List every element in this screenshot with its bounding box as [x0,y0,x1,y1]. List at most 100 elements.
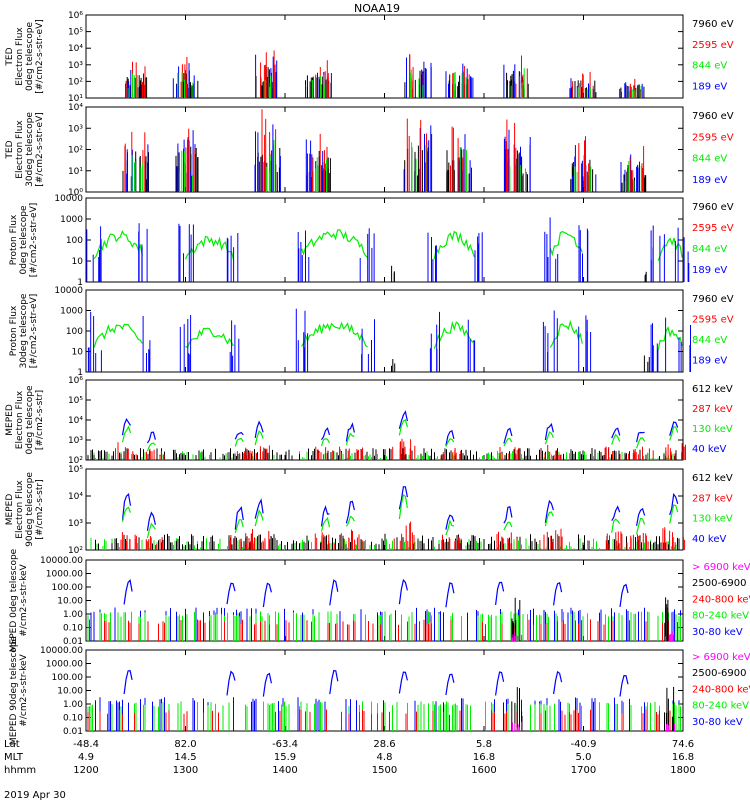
y-axis-label-line: Electron Flux [15,27,25,86]
data-series-line [234,437,244,447]
legend-entry: 130 keV [692,424,733,435]
y-axis-label-line: MEPED 0deg telescope [9,548,19,652]
y-axis-label-line: 0deg telescope [19,205,29,275]
y-axis-label: TEDElectron Flux30deg telescope[#/cm2-s-… [5,112,45,187]
x-tick-label-lat: 82.0 [174,739,196,750]
y-tick-label: 1000 [60,307,83,317]
data-series-line [254,498,264,519]
x-tick-label-hhmm: 1500 [372,765,397,776]
y-axis-label-line: 90deg telescope [25,472,35,547]
panel-4: 1 10 100 1000 10000 Proton Flux30deg telescop… [9,286,734,378]
y-tick-label: 10⁴ [68,416,83,426]
legend-entry: 844 eV [692,335,727,346]
data-series-line [93,230,143,260]
y-axis-label-line: 0deg telescope [25,385,35,455]
y-tick-label: 10⁶ [68,376,83,386]
y-tick-label: 10¹ [68,167,83,177]
y-tick-label: 100.00 [52,583,84,593]
y-axis-label-line: Proton Flux [9,214,19,265]
data-series-line [669,504,679,524]
y-tick-label: 10² [68,77,83,87]
legend-entry: > 6900 keV [692,652,750,663]
data-series-line [146,511,156,531]
data-series-line [445,673,455,696]
x-tick-label-mlt: 5.0 [576,752,592,763]
y-axis-label-line: Electron Flux [15,120,25,179]
legend-entry: 80-240 keV [692,701,749,712]
data-series-line [146,431,156,444]
legend-entry: 240-800 keV [692,684,750,695]
legend-entry: 287 keV [692,493,733,504]
data-series-line [657,326,683,351]
legend-entry: 189 eV [692,265,727,276]
data-series-line [445,438,455,447]
panel-frame [85,379,684,461]
x-tick-label-hhmm: 1400 [272,765,297,776]
data-series-line [433,230,475,260]
data-series-line [121,418,132,436]
y-tick-label: 100 [66,327,83,337]
x-tick-label-hhmm: 1200 [73,765,98,776]
date-label: 2019 Apr 30 [4,790,66,800]
y-tick-label: 10000 [54,286,83,296]
data-series-line [398,494,408,520]
data-series-line [146,442,156,452]
data-series-line [636,431,645,443]
y-tick-label: 10⁵ [68,465,83,475]
x-tick-label-mlt: 15.9 [274,752,296,763]
y-axis-label-line: 30deg telescope [19,293,29,368]
y-axis-label: MEPEDElectron Flux0deg telescope[#/cm2-s… [5,385,45,455]
legend-entry: 189 eV [692,356,727,367]
data-series-line [503,438,513,447]
y-tick-label: 10² [68,456,83,466]
data-series-line [398,671,408,694]
legend-entry: 7960 eV [692,19,734,30]
data-series-line [121,425,132,443]
y-tick-label: 10 [72,348,84,358]
y-tick-label: 10² [68,546,83,556]
legend-entry: 40 keV [692,534,726,545]
series-traces [87,669,681,731]
panel-frame [85,14,684,99]
y-tick-label: 10⁵ [68,396,83,406]
legend-entry: 7960 eV [692,111,734,122]
y-tick-label: 10.00 [57,597,83,607]
y-tick-label: 10³ [68,519,83,529]
data-series-line [553,581,563,606]
y-axis-label-line: Proton Flux [9,305,19,356]
data-series-line [320,505,330,527]
data-series-line [544,422,554,441]
legend-entry: 2500-6900 [692,668,747,679]
data-series-line [445,582,455,608]
y-tick-label: 10.00 [57,687,83,697]
legend-entry: 30-80 keV [692,627,743,638]
legend-entry: 2500-6900 [692,578,747,589]
y-axis-label: Proton Flux30deg telescope[#/cm2-s-str-e… [9,293,39,368]
legend-entry: 844 eV [692,61,727,72]
y-tick-label: 10000.00 [40,556,83,566]
y-tick-label: 10⁵ [68,28,83,38]
data-series-line [329,579,339,606]
y-tick-label: 0.10 [63,714,83,724]
legend-entry: 2595 eV [692,132,734,143]
x-tick-label-lat: 28.6 [373,739,395,750]
data-series-line [121,506,132,523]
data-series-line [398,578,408,605]
y-tick-label: 10⁴ [68,44,83,54]
legend-entry: > 6900 keV [692,562,750,573]
y-axis-label-line: Electron Flux [15,480,25,539]
data-series-line [123,579,133,605]
data-series-line [301,229,368,258]
y-tick-label: 0.01 [63,637,83,647]
legend-entry: 30-80 keV [692,717,743,728]
x-tick-label-hhmm: 1700 [571,765,596,776]
data-series-line [611,518,621,533]
y-tick-label: 10⁴ [68,103,83,113]
panel-6: 10² 10³ 10⁴ 10⁵ MEPEDElectron Flux90deg tele… [5,465,733,556]
data-series-line [185,327,235,349]
x-tick-label-lat: -40.9 [571,739,597,750]
series-traces [90,486,686,550]
data-series-line [503,521,513,531]
data-series-line [234,519,244,534]
data-series-line [345,432,355,445]
